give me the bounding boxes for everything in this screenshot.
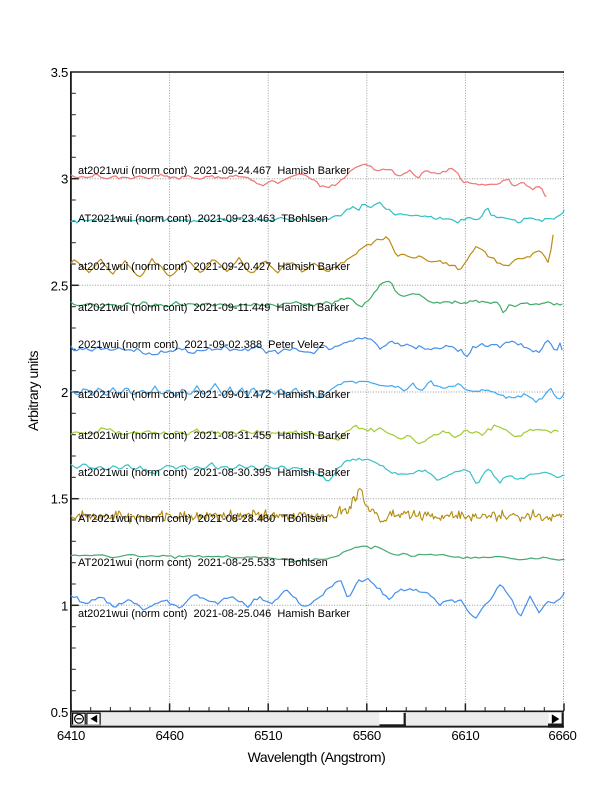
svg-text:AT2021wui (norm cont) 2021-08: AT2021wui (norm cont) 2021-08-25.533 TBo…	[78, 557, 328, 569]
svg-text:at2021wui (norm cont) 2021-09: at2021wui (norm cont) 2021-09-24.467 Ham…	[78, 165, 350, 177]
svg-text:6560: 6560	[353, 728, 381, 743]
svg-text:2.5: 2.5	[51, 278, 68, 293]
svg-text:Arbitrary units: Arbitrary units	[25, 351, 41, 431]
svg-text:6660: 6660	[548, 728, 576, 743]
svg-text:1.5: 1.5	[51, 492, 68, 507]
svg-text:6410: 6410	[57, 728, 85, 743]
svg-text:1: 1	[61, 598, 68, 613]
svg-text:at2021wui (norm cont) 2021-09: at2021wui (norm cont) 2021-09-11.449 Ham…	[78, 302, 350, 314]
svg-text:6510: 6510	[254, 728, 282, 743]
svg-text:6610: 6610	[451, 728, 479, 743]
svg-text:at2021wui (norm cont) 2021-09: at2021wui (norm cont) 2021-09-01.472 Ham…	[78, 389, 350, 401]
svg-text:AT2021wui (norm cont) 2021-08: AT2021wui (norm cont) 2021-08-28.480 TBo…	[78, 513, 328, 525]
svg-text:3: 3	[61, 172, 68, 187]
svg-text:2021wui (norm cont) 2021-09-0: 2021wui (norm cont) 2021-09-02.388 Peter…	[78, 339, 324, 351]
svg-text:at2021wui (norm cont) 2021-09: at2021wui (norm cont) 2021-09-20.427 Ham…	[78, 261, 350, 273]
svg-text:AT2021wui (norm cont) 2021-09: AT2021wui (norm cont) 2021-09-23.463 TBo…	[78, 213, 328, 225]
svg-text:0.5: 0.5	[51, 705, 68, 720]
svg-text:2: 2	[61, 385, 68, 400]
svg-text:at2021wui (norm cont) 2021-08: at2021wui (norm cont) 2021-08-25.046 Ham…	[78, 608, 350, 620]
svg-text:Wavelength (Angstrom): Wavelength (Angstrom)	[248, 749, 386, 765]
svg-text:at2021wui (norm cont) 2021-08: at2021wui (norm cont) 2021-08-31.455 Ham…	[78, 430, 350, 442]
svg-text:6460: 6460	[156, 728, 184, 743]
svg-text:at2021wui (norm cont) 2021-08: at2021wui (norm cont) 2021-08-30.395 Ham…	[78, 467, 350, 479]
svg-text:3.5: 3.5	[51, 65, 68, 80]
